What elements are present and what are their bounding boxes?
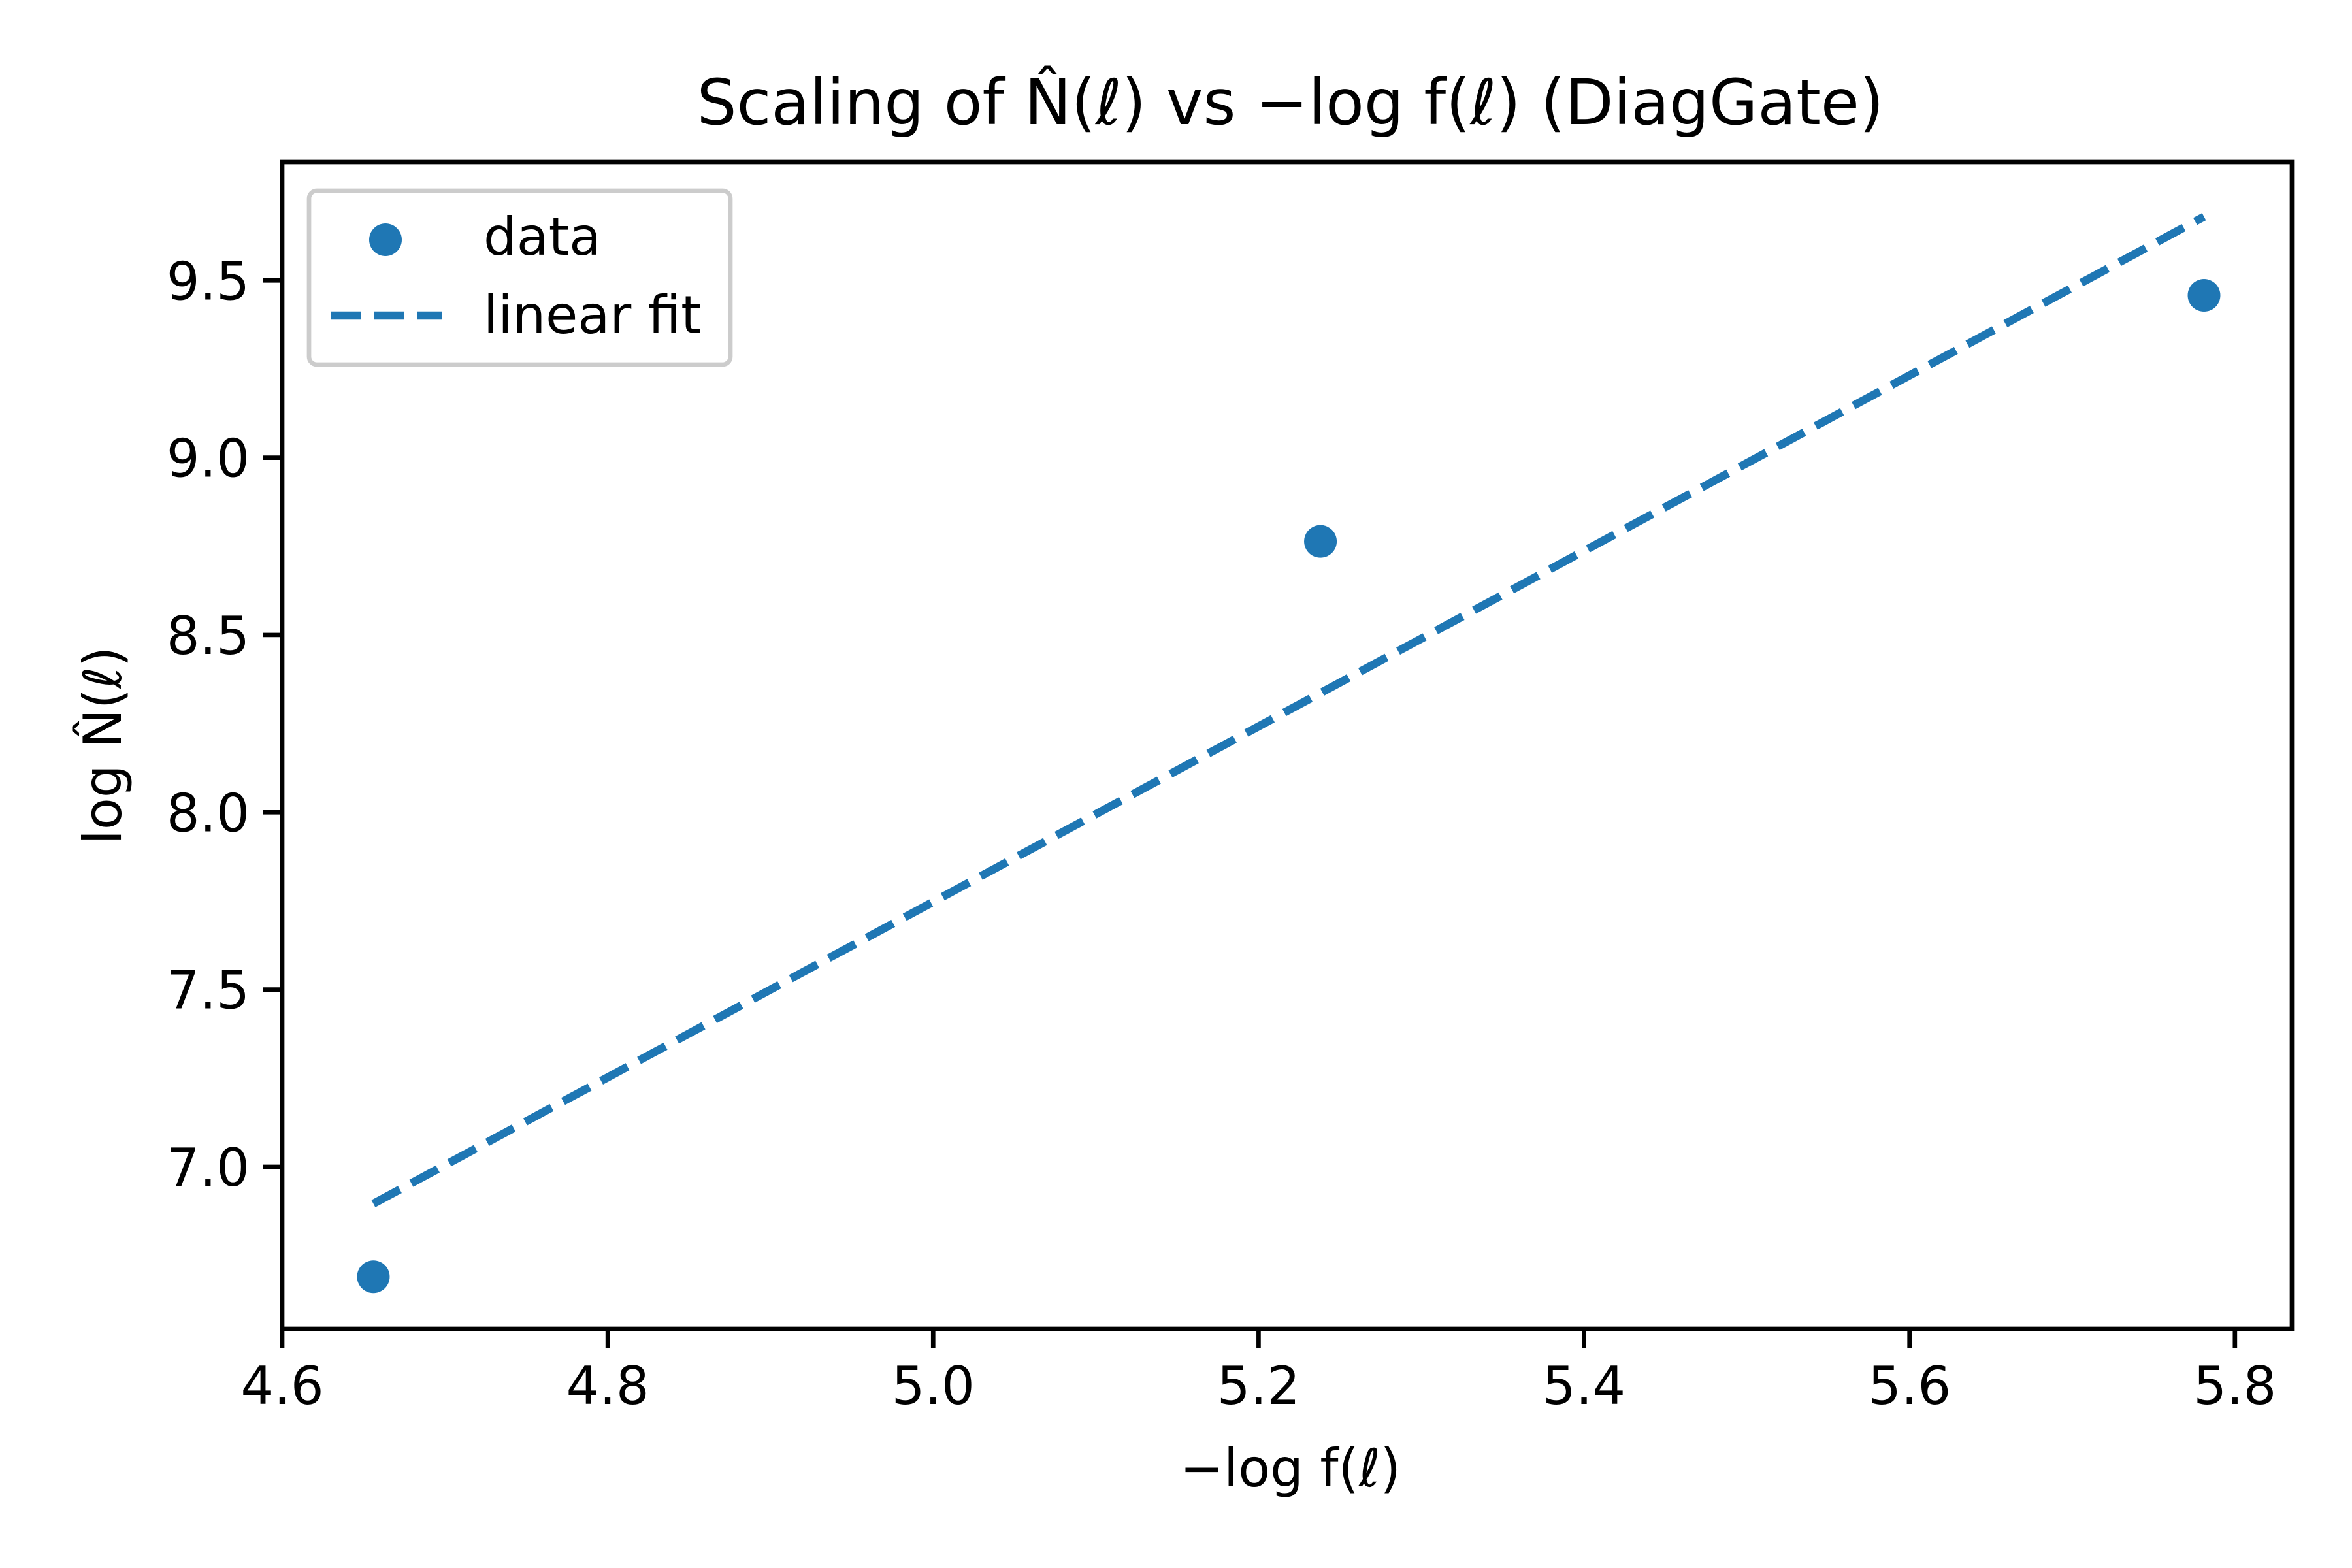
x-axis: 4.6 4.8 5.0 5.2 5.4 5.6 5.8 <box>240 1329 2276 1416</box>
x-tick-label: 5.4 <box>1543 1356 1625 1416</box>
data-point <box>357 1260 390 1294</box>
x-tick-label: 5.0 <box>892 1356 975 1416</box>
legend-label-linear-fit: linear fit <box>483 285 701 346</box>
y-axis-label: log N̂(ℓ) <box>71 647 133 845</box>
x-axis-label: −log f(ℓ) <box>1180 1438 1401 1499</box>
y-tick-label: 8.5 <box>167 606 250 666</box>
y-tick-label: 9.0 <box>167 429 250 489</box>
x-tick-label: 4.6 <box>240 1356 323 1416</box>
y-axis: 7.0 7.5 8.0 8.5 9.0 9.5 <box>167 251 282 1198</box>
x-tick-label: 4.8 <box>566 1356 649 1416</box>
x-tick-label: 5.8 <box>2193 1356 2276 1416</box>
data-point <box>2187 279 2221 312</box>
y-tick-label: 7.0 <box>167 1137 250 1198</box>
y-tick-label: 8.0 <box>167 783 250 843</box>
legend: data linear fit <box>306 188 733 367</box>
plot-area <box>357 213 2221 1294</box>
fit-line <box>371 213 2206 1207</box>
y-tick-label: 7.5 <box>167 960 250 1021</box>
legend-marker-data <box>369 223 402 256</box>
x-tick-label: 5.2 <box>1217 1356 1300 1416</box>
x-tick-label: 5.6 <box>1868 1356 1951 1416</box>
legend-label-data: data <box>483 206 601 267</box>
y-tick-label: 9.5 <box>167 251 250 312</box>
axes-frame <box>280 159 2295 1331</box>
data-point <box>1304 525 1337 558</box>
chart-title: Scaling of N̂(ℓ) vs −log f(ℓ) (DiagGate) <box>697 66 1884 139</box>
legend-frame <box>306 188 733 367</box>
